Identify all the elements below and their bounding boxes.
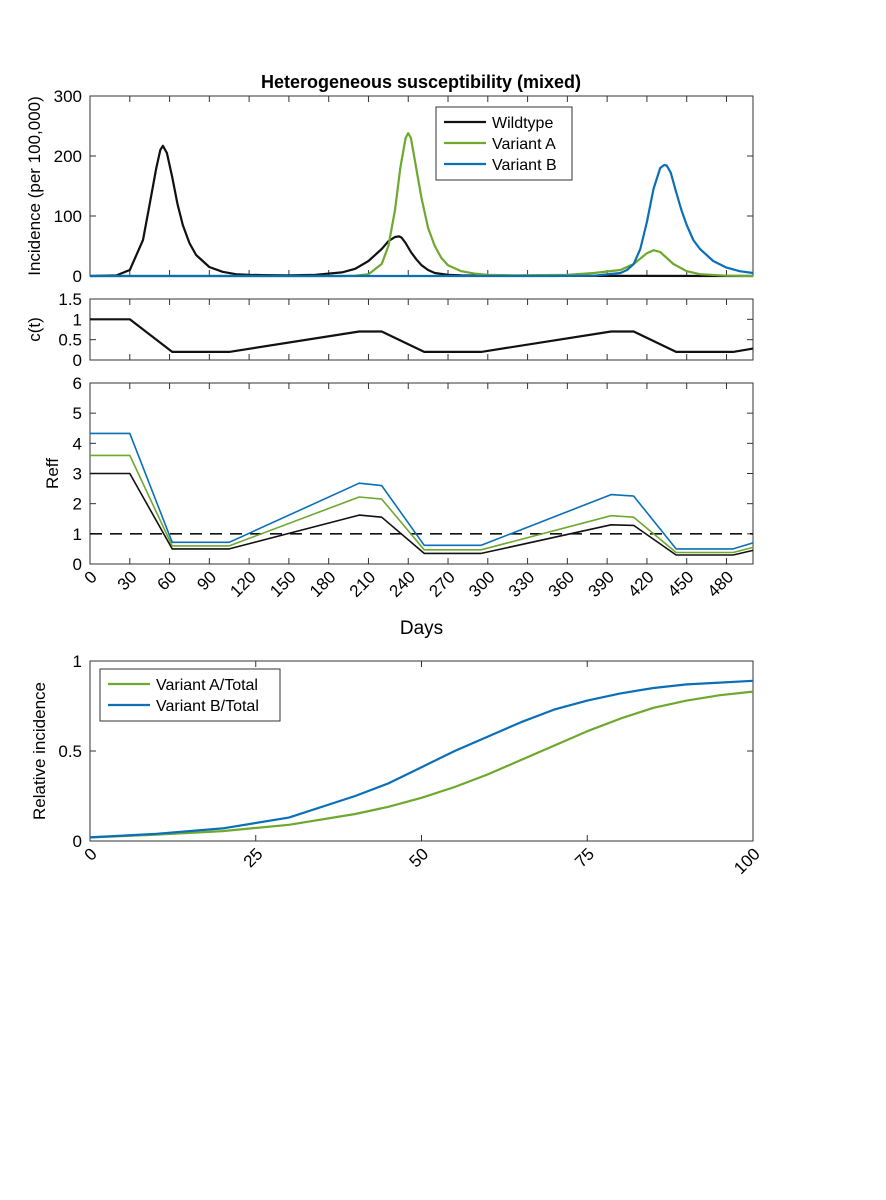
y-tick-label: 5 [73,404,82,423]
series-line-variant-b [90,163,754,278]
x-tick-label: 90 [193,567,220,594]
y-tick-label: 1 [73,310,82,329]
series-line-variant-a [90,454,754,554]
x-tick-label: 25 [240,844,267,871]
x-tick-label: 270 [425,567,458,600]
legend-label: Variant A [492,136,556,153]
x-tick-label: 300 [465,567,498,600]
legend-label: Variant B/Total [156,698,259,715]
x-tick-label: 0 [81,567,101,587]
series-line-wildtype [89,144,754,278]
panel-contact: 00.5 11.5 c(t) [25,290,754,370]
y-tick-label: 1.5 [58,290,82,309]
x-tick-label: 75 [571,844,598,871]
legend: Wildtype Variant A Variant B [435,106,573,181]
x-tick-label: 480 [704,567,737,600]
y-tick-label: 200 [54,147,82,166]
legend-label: Variant B [492,157,557,174]
y-axis-label: Incidence (per 100,000) [25,96,44,276]
x-tick-label: 0 [81,844,101,864]
x-tick-label: 120 [226,567,259,600]
x-tick-label: 50 [406,844,433,871]
y-tick-label: 0 [73,351,82,370]
panel-incidence: 0 100 200 300 Incidence (per 100,000) Wildtyp… [25,87,754,286]
y-axis-label: Relative incidence [30,682,49,820]
y-tick-label: 0 [73,267,82,286]
x-tick-label: 330 [505,567,538,600]
y-tick-label: 0 [73,555,82,574]
x-tick-label: 150 [266,567,299,600]
y-tick-label: 1 [73,525,82,544]
y-axis-label: c(t) [25,317,44,342]
legend: Variant A/Total Variant B/Total [99,668,281,722]
y-tick-label: 300 [54,87,82,106]
series-line-variant-b [90,432,754,550]
y-axis-label: Reff [43,458,62,489]
x-tick-label: 360 [545,567,578,600]
y-tick-label: 3 [73,465,82,484]
x-axis-label: Days [400,618,443,639]
y-tick-label: 0.5 [58,331,82,350]
panel-relative: 0 0.5 1 0 25 50 75 100 Relative incidence Variant… [30,652,764,878]
legend-label: Wildtype [492,115,553,132]
series-line-variant-b-total [89,679,754,839]
x-tick-label: 100 [730,844,763,877]
x-tick-label: 30 [114,567,141,594]
x-tick-label: 240 [386,567,419,600]
series-line-c-t- [90,318,754,353]
y-tick-label: 1 [73,652,82,671]
x-tick-label: 450 [664,567,697,600]
x-tick-label: 390 [584,567,617,600]
chart-title: Heterogeneous susceptibility (mixed) [261,72,581,92]
y-tick-label: 4 [73,434,82,453]
y-tick-label: 2 [73,495,82,514]
y-tick-label: 100 [54,207,82,226]
x-tick-label: 210 [346,567,379,600]
y-tick-label: 6 [73,374,82,393]
series-line-variant-a [90,132,754,278]
y-tick-label: 0 [73,832,82,851]
axes-box [89,298,754,361]
y-tick-label: 0.5 [58,742,82,761]
legend-label: Variant A/Total [156,677,258,694]
x-tick-label: 420 [624,567,657,600]
series-line-wildtype [90,472,754,556]
axes-box [89,382,754,565]
series-line-variant-a-total [89,690,754,839]
legend-box [99,668,281,722]
x-tick-label: 60 [154,567,181,594]
x-tick-label: 180 [306,567,339,600]
